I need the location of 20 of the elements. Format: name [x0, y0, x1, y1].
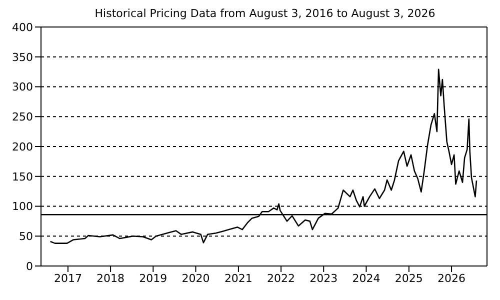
x-tick-label: 2019	[139, 272, 168, 285]
y-tick-label: 350	[12, 50, 33, 64]
x-tick-label: 2023	[310, 272, 338, 285]
y-tick-label: 150	[12, 170, 33, 184]
y-tick-label: 250	[12, 110, 33, 124]
x-tick-label: 2021	[224, 272, 252, 285]
y-tick-label: 0	[26, 260, 33, 273]
y-tick-label: 50	[19, 230, 33, 244]
x-tick-label: 2026	[438, 272, 466, 285]
y-tick-label: 100	[12, 200, 33, 214]
x-tick-label: 2020	[182, 272, 210, 285]
x-tick-label: 2022	[267, 272, 296, 285]
x-tick-label: 2018	[96, 272, 125, 285]
y-tick-label: 200	[12, 140, 33, 154]
y-tick-label: 300	[12, 80, 33, 94]
chart-title: Historical Pricing Data from August 3, 2016 to August 3, 2026	[94, 7, 436, 20]
x-tick-label: 2025	[394, 272, 423, 285]
x-tick-label: 2024	[352, 272, 380, 285]
x-tick-label: 2017	[54, 272, 82, 285]
y-tick-label: 400	[12, 20, 33, 34]
